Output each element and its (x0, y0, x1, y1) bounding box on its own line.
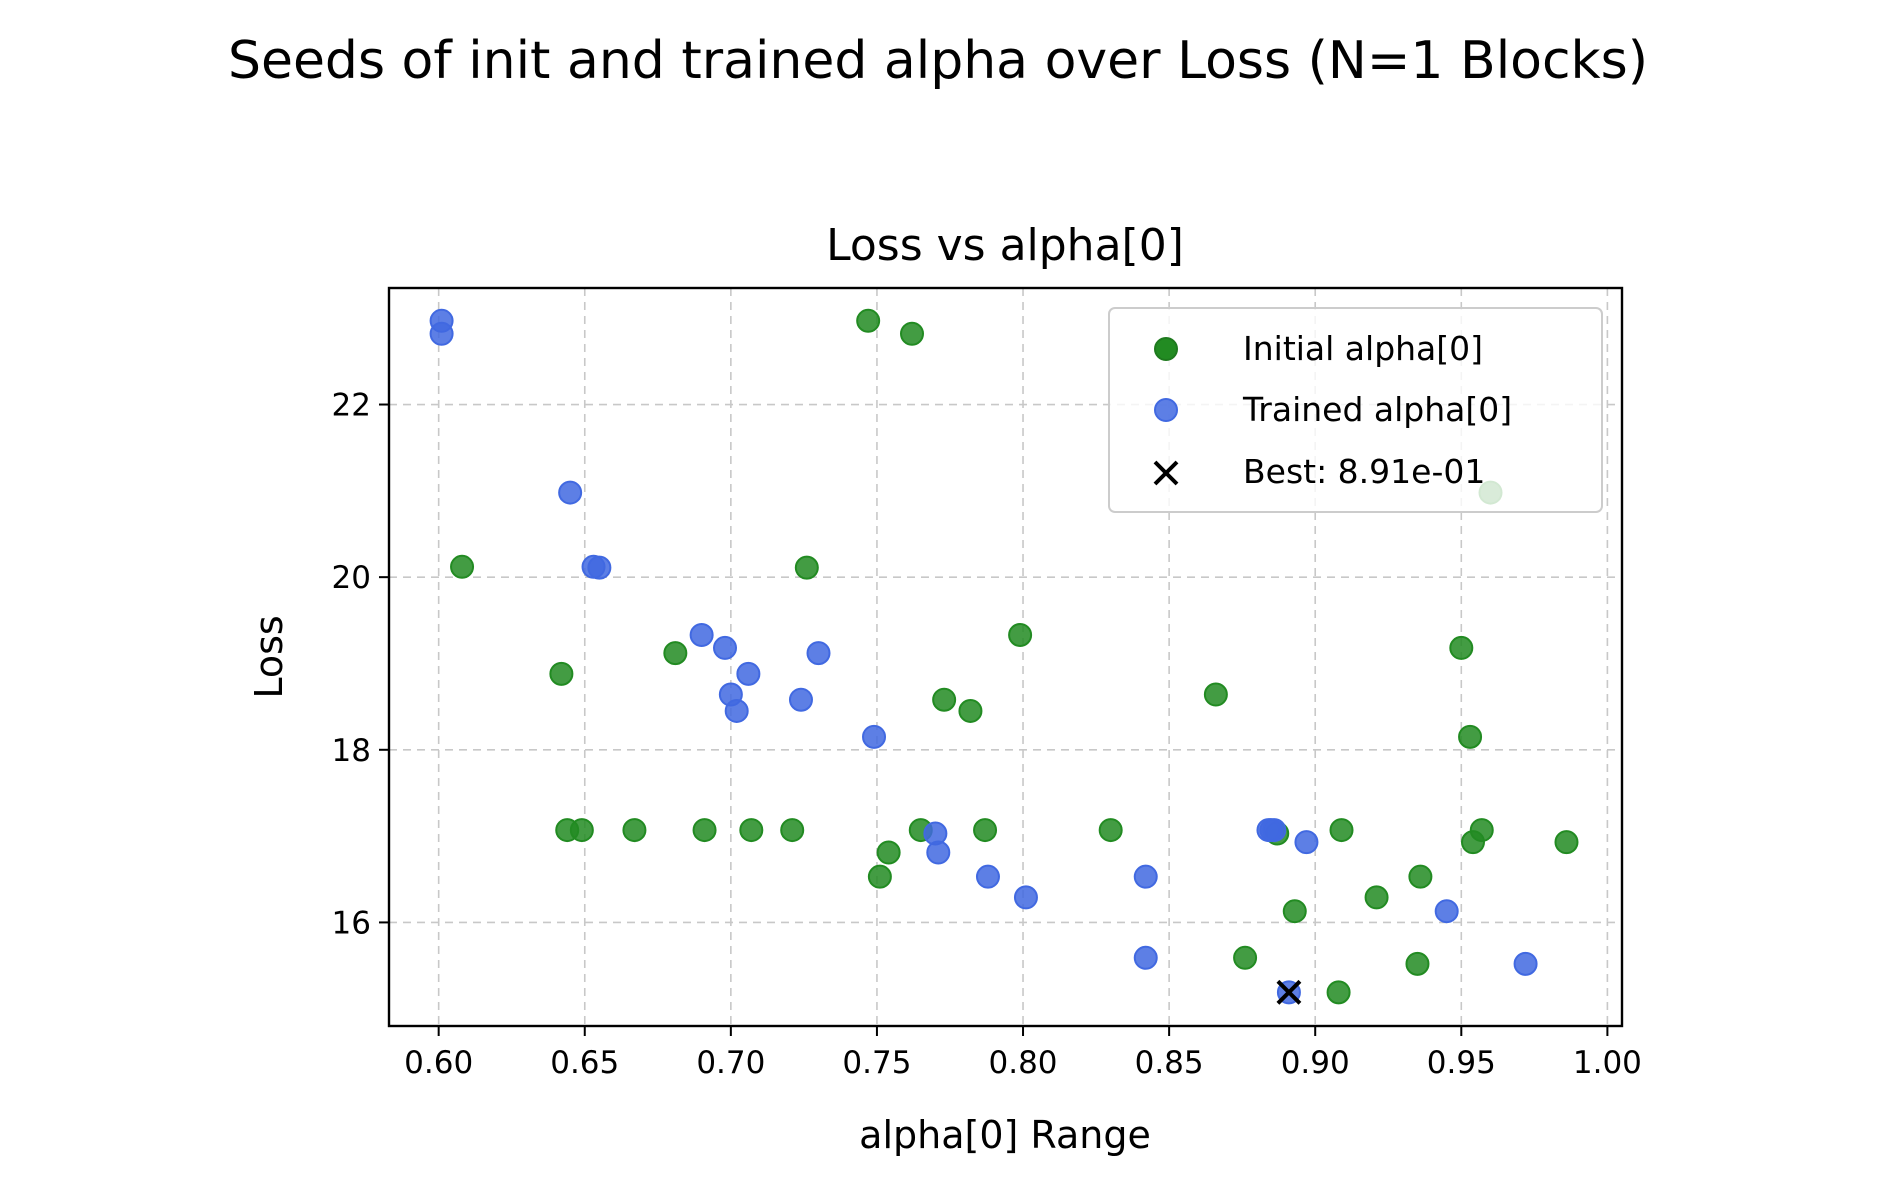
scatter-points (429, 308, 1579, 1005)
legend-label-initial: Initial alpha[0] (1243, 329, 1483, 368)
scatter-point-initial (569, 818, 594, 843)
scatter-point-trained (926, 840, 951, 865)
scatter-point-initial (1469, 818, 1494, 843)
scatter-point-initial (780, 818, 805, 843)
scatter-point-initial (876, 840, 901, 865)
scatter-point-initial (794, 555, 819, 580)
x-tick-label: 0.70 (696, 1045, 765, 1081)
scatter-point-trained (713, 635, 738, 660)
y-axis-label: Loss (247, 615, 291, 698)
scatter-point-trained (806, 641, 831, 666)
scatter-point-trained (724, 698, 749, 723)
scatter-point-trained (975, 864, 1000, 889)
scatter-point-trained (1133, 864, 1158, 889)
scatter-point-initial (973, 818, 998, 843)
scatter-point-trained (429, 321, 454, 346)
scatter-point-initial (1405, 951, 1430, 976)
legend-frame (1108, 307, 1603, 513)
legend-marker-trained (1154, 398, 1178, 422)
scatter-point-initial (692, 818, 717, 843)
scatter-point-trained (1013, 885, 1038, 910)
scatter-point-initial (1554, 830, 1579, 855)
best-point-marker (1276, 979, 1302, 1005)
y-tick-label: 20 (332, 560, 371, 596)
x-tick-label: 0.90 (1281, 1045, 1350, 1081)
scatter-point-trained (689, 622, 714, 647)
series-trained (429, 308, 1538, 1005)
y-tick-label: 22 (332, 388, 371, 424)
axis-ticks: 0.60 0.65 0.70 0.75 0.80 0.85 0.90 0.95 1.00 16 18… (332, 388, 1642, 1081)
x-tick-label: 1.00 (1573, 1045, 1642, 1081)
scatter-point-initial (1203, 682, 1228, 707)
scatter-point-initial (958, 698, 983, 723)
scatter-point-initial (622, 818, 647, 843)
scatter-point-trained (736, 661, 761, 686)
x-tick-label: 0.80 (989, 1045, 1058, 1081)
scatter-point-initial (1408, 864, 1433, 889)
legend-label-best: Best: 8.91e-01 (1243, 452, 1485, 491)
scatter-point-initial (1233, 945, 1258, 970)
scatter-point-trained (1133, 945, 1158, 970)
scatter-point-trained (1434, 899, 1459, 924)
x-tick-label: 0.75 (842, 1045, 911, 1081)
scatter-point-trained (1513, 951, 1538, 976)
x-tick-label: 0.60 (404, 1045, 473, 1081)
scatter-point-initial (1458, 724, 1483, 749)
legend-label-trained: Trained alpha[0] (1242, 390, 1512, 429)
x-axis-label: alpha[0] Range (859, 1113, 1151, 1157)
scatter-point-initial (739, 818, 764, 843)
series-best (1276, 979, 1302, 1005)
scatter-point-initial (1449, 635, 1474, 660)
scatter-point-initial (1364, 885, 1389, 910)
scatter-point-initial (1326, 980, 1351, 1005)
y-tick-label: 16 (332, 905, 371, 941)
scatter-point-initial (1098, 818, 1123, 843)
chart-title: Loss vs alpha[0] (826, 220, 1184, 271)
scatter-point-initial (1282, 899, 1307, 924)
scatter-point-initial (1008, 622, 1033, 647)
plot-frame (387, 286, 1624, 1028)
scatter-point-trained (788, 687, 813, 712)
scatter-point-trained (558, 480, 583, 505)
scatter-point-initial (450, 554, 475, 579)
scatter-point-trained (1262, 818, 1287, 843)
scatter-point-initial (663, 641, 688, 666)
x-tick-label: 0.85 (1135, 1045, 1204, 1081)
scatter-point-initial (932, 687, 957, 712)
series-initial (450, 308, 1579, 1005)
scatter-point-trained (1294, 830, 1319, 855)
scatter-point-initial (900, 321, 925, 346)
x-tick-label: 0.65 (550, 1045, 619, 1081)
y-tick-label: 18 (332, 733, 371, 769)
scatter-point-initial (1329, 818, 1354, 843)
scatter-point-initial (856, 308, 881, 333)
figure-suptitle: Seeds of init and trained alpha over Los… (228, 31, 1648, 91)
scatter-point-trained (587, 555, 612, 580)
scatter-point-trained (862, 724, 887, 749)
x-tick-label: 0.95 (1427, 1045, 1496, 1081)
legend: Initial alpha[0] Trained alpha[0] Best: … (1108, 307, 1603, 513)
legend-marker-initial (1154, 337, 1178, 361)
scatter-point-initial (549, 661, 574, 686)
legend-marker-best (1153, 460, 1179, 486)
scatter-point-initial (867, 864, 892, 889)
